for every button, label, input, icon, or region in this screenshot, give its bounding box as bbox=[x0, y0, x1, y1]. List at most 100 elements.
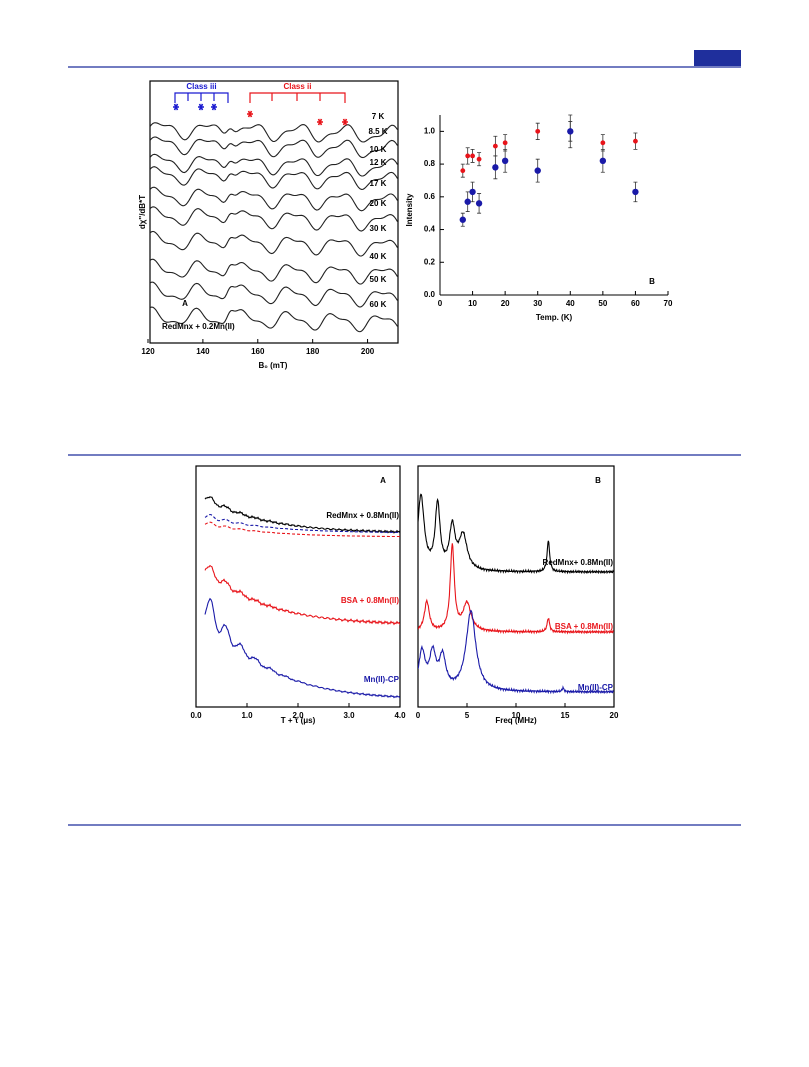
trace-label: 60 K bbox=[370, 300, 387, 309]
y-tick-label: 0.0 bbox=[424, 290, 436, 299]
x-tick-label: 20 bbox=[501, 299, 510, 308]
x-tick-label: 140 bbox=[196, 347, 210, 356]
point bbox=[567, 128, 574, 135]
x-tick-label: 30 bbox=[533, 299, 542, 308]
x-axis-label: Temp. (K) bbox=[536, 313, 573, 322]
trace bbox=[418, 609, 614, 695]
point bbox=[633, 138, 638, 144]
x-axis-label: Freq (MHz) bbox=[495, 716, 537, 725]
y-tick-label: 0.6 bbox=[424, 192, 436, 201]
point bbox=[535, 128, 541, 134]
x-tick-label: 5 bbox=[465, 711, 470, 720]
spectrum bbox=[150, 281, 398, 308]
asterisk bbox=[211, 103, 217, 111]
trace-label: 10 K bbox=[370, 145, 387, 154]
y-tick-label: 0.8 bbox=[424, 159, 436, 168]
point bbox=[475, 200, 483, 207]
spectrum bbox=[150, 230, 398, 257]
x-tick-label: 40 bbox=[566, 299, 575, 308]
panel-label: B bbox=[595, 476, 601, 485]
bracket bbox=[174, 92, 229, 103]
class-label: Class ii bbox=[283, 82, 311, 91]
spectrum bbox=[150, 166, 398, 190]
x-tick-label: 120 bbox=[141, 347, 155, 356]
spectrum bbox=[150, 306, 398, 333]
x-tick-label: 2.0 bbox=[292, 711, 304, 720]
x-tick-label: 0 bbox=[438, 299, 443, 308]
trace-label: 40 K bbox=[370, 252, 387, 261]
x-tick-label: 0.0 bbox=[190, 711, 202, 720]
header-tab bbox=[694, 50, 741, 66]
trace bbox=[418, 493, 614, 575]
y-tick-label: 0.4 bbox=[424, 225, 436, 234]
traces bbox=[150, 122, 398, 333]
asterisk bbox=[317, 118, 323, 126]
panel-label: A bbox=[380, 476, 386, 485]
point bbox=[632, 188, 639, 196]
x-axis-label: B₀ (mT) bbox=[259, 361, 288, 370]
point bbox=[534, 167, 541, 174]
note: RedMnx + 0.2Mn(II) bbox=[162, 322, 235, 331]
trace-label: RedMnx + 0.8Mn(II) bbox=[326, 511, 399, 520]
point bbox=[501, 157, 509, 165]
x-tick-label: 60 bbox=[631, 299, 640, 308]
trace-label: Mn(II)-CP bbox=[578, 683, 614, 692]
point bbox=[459, 216, 466, 223]
panel-label: A bbox=[182, 299, 188, 308]
trace-label: 12 K bbox=[370, 158, 387, 167]
point bbox=[492, 164, 499, 171]
x-tick-label: 0 bbox=[416, 711, 421, 720]
trace-label: 17 K bbox=[370, 179, 387, 188]
asterisk bbox=[173, 103, 179, 111]
point bbox=[502, 140, 508, 146]
asterisk bbox=[342, 118, 348, 126]
x-tick-label: 4.0 bbox=[394, 711, 406, 720]
x-tick-label: 10 bbox=[512, 711, 521, 720]
asterisk bbox=[247, 110, 253, 118]
trace-label: 50 K bbox=[370, 275, 387, 284]
bracket bbox=[249, 92, 346, 103]
spectrum bbox=[150, 258, 398, 285]
point bbox=[600, 140, 606, 146]
trace bbox=[204, 496, 400, 534]
class-label: Class iii bbox=[186, 82, 216, 91]
trace-label: 20 K bbox=[370, 199, 387, 208]
point bbox=[470, 153, 475, 159]
x-tick-label: 70 bbox=[664, 299, 673, 308]
point bbox=[599, 157, 607, 165]
spectrum bbox=[150, 122, 398, 143]
point bbox=[465, 153, 471, 159]
trace bbox=[204, 597, 400, 699]
y-tick-label: 1.0 bbox=[424, 126, 436, 135]
trace-label: BSA + 0.8Mn(II) bbox=[341, 596, 399, 605]
point bbox=[460, 168, 466, 174]
point bbox=[464, 198, 471, 205]
trace-label: BSA + 0.8Mn(II) bbox=[555, 622, 613, 631]
plot-frame bbox=[149, 80, 399, 344]
asterisk bbox=[198, 103, 204, 111]
x-tick-label: 180 bbox=[306, 347, 320, 356]
x-tick-label: 3.0 bbox=[343, 711, 355, 720]
point bbox=[469, 188, 476, 196]
x-tick-label: 15 bbox=[561, 711, 570, 720]
y-axis-label: Intensity bbox=[405, 193, 414, 226]
x-tick-label: 10 bbox=[468, 299, 477, 308]
spectrum bbox=[150, 153, 398, 177]
trace-label: Mn(II)-CP bbox=[364, 675, 400, 684]
traces bbox=[204, 496, 400, 699]
x-tick-label: 200 bbox=[361, 347, 375, 356]
x-tick-label: 50 bbox=[598, 299, 607, 308]
spectrum bbox=[150, 206, 398, 232]
panel-label: B bbox=[649, 277, 655, 286]
trace bbox=[204, 521, 400, 538]
x-axis-label: T + τ (μs) bbox=[281, 716, 316, 725]
traces bbox=[418, 493, 614, 695]
x-tick-label: 160 bbox=[251, 347, 265, 356]
spectrum bbox=[150, 186, 398, 212]
trace-label: RedMnx+ 0.8Mn(II) bbox=[543, 558, 614, 567]
spectrum bbox=[150, 136, 398, 159]
point bbox=[492, 143, 498, 149]
trace-label: 8.5 K bbox=[368, 127, 387, 136]
trace bbox=[418, 543, 614, 635]
